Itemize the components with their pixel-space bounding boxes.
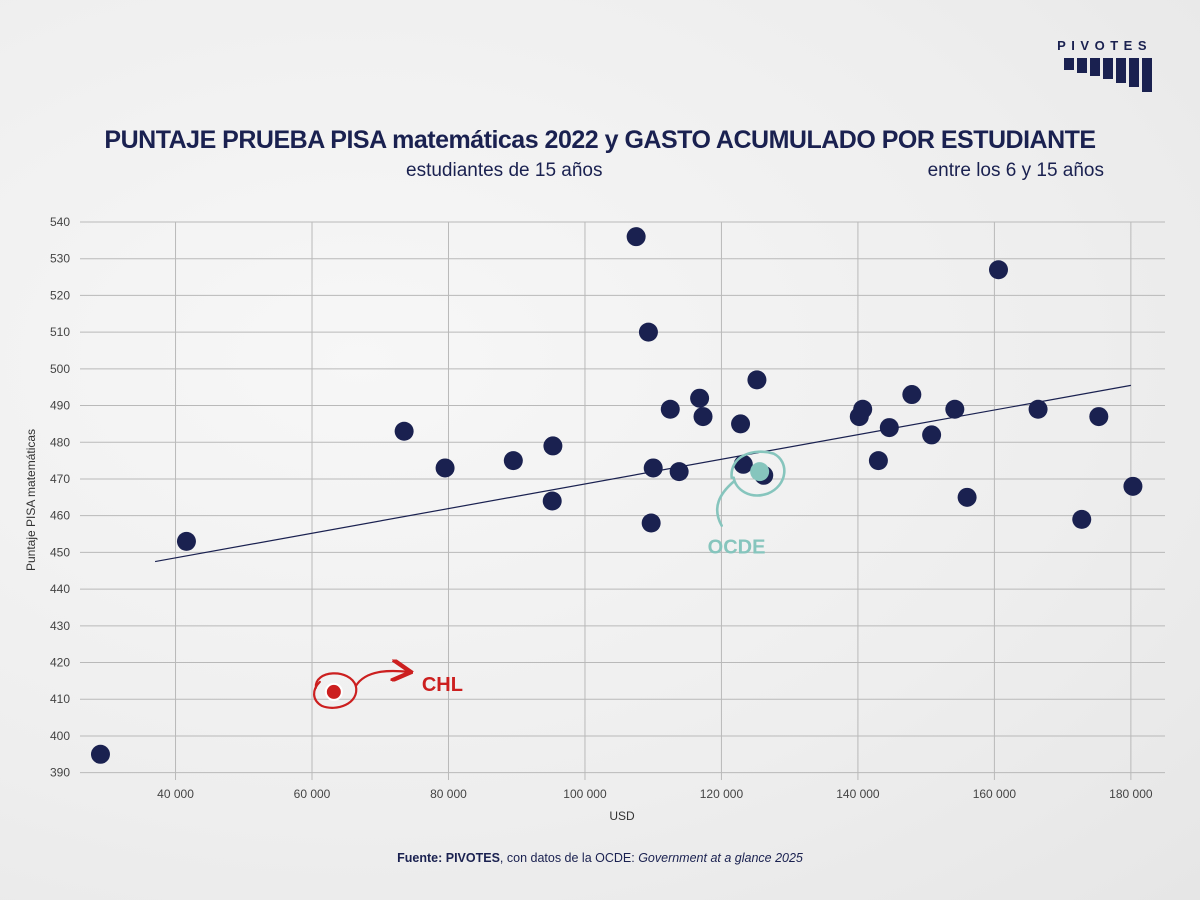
x-tick-label: 40 000 bbox=[157, 787, 194, 801]
source-brand: PIVOTES bbox=[445, 851, 500, 865]
data-point bbox=[690, 388, 710, 408]
y-tick-label: 430 bbox=[50, 619, 70, 633]
data-point bbox=[868, 451, 888, 471]
data-point bbox=[1072, 509, 1092, 529]
x-tick-label: 160 000 bbox=[973, 787, 1017, 801]
data-point bbox=[693, 407, 713, 427]
data-point bbox=[660, 399, 680, 419]
x-tick-label: 100 000 bbox=[563, 787, 607, 801]
source-label: Fuente: bbox=[397, 851, 443, 865]
data-point bbox=[731, 414, 751, 434]
source-note: Fuente: PIVOTES, con datos de la OCDE: G… bbox=[0, 851, 1200, 865]
y-tick-label: 390 bbox=[50, 766, 70, 780]
chart-title: PUNTAJE PRUEBA PISA matemáticas 2022 y G… bbox=[104, 126, 1096, 154]
ocde-circle-annotation bbox=[730, 450, 786, 497]
grid bbox=[80, 221, 1165, 780]
chl-circle-annotation bbox=[313, 672, 358, 709]
trendline-segment bbox=[154, 384, 1131, 563]
y-tick-label: 450 bbox=[50, 545, 70, 559]
trendline bbox=[154, 384, 1131, 563]
ocde-label: OCDE bbox=[708, 537, 766, 559]
data-point bbox=[902, 385, 922, 405]
data-point bbox=[1028, 399, 1048, 419]
data-point bbox=[638, 322, 658, 342]
data-point bbox=[945, 399, 965, 419]
y-tick-label: 400 bbox=[50, 729, 70, 743]
data-point bbox=[435, 458, 455, 478]
chl-point bbox=[324, 682, 343, 701]
data-point bbox=[626, 227, 646, 247]
subtitle-right: entre los 6 y 15 años bbox=[927, 160, 1104, 181]
y-tick-label: 410 bbox=[50, 692, 70, 706]
x-tick-label: 120 000 bbox=[700, 787, 744, 801]
data-point bbox=[503, 451, 523, 471]
data-point bbox=[1123, 476, 1143, 496]
ocde-point bbox=[750, 462, 770, 482]
data-point bbox=[879, 418, 899, 438]
chl-arrow bbox=[354, 671, 409, 687]
x-axis-label: USD bbox=[609, 809, 635, 823]
y-tick-label: 510 bbox=[50, 325, 70, 339]
pivotes-logo: PIVOTES bbox=[1048, 38, 1152, 92]
source-publication: Government at a glance 2025 bbox=[638, 851, 803, 865]
y-tick-label: 490 bbox=[50, 399, 70, 413]
data-point bbox=[988, 260, 1008, 280]
data-point bbox=[922, 425, 942, 445]
ocde-connector bbox=[716, 480, 735, 527]
data-point bbox=[733, 454, 753, 474]
source-text: , con datos de la OCDE: bbox=[499, 851, 639, 865]
y-tick-label: 440 bbox=[50, 582, 70, 596]
x-tick-label: 80 000 bbox=[430, 787, 467, 801]
data-point bbox=[853, 399, 873, 419]
data-point bbox=[176, 531, 196, 551]
data-point bbox=[1089, 407, 1109, 427]
axis-ticks: 390 400 410 420 430 440 450 460 470 480 490 500 510 5… bbox=[50, 215, 1153, 801]
y-tick-label: 530 bbox=[50, 252, 70, 266]
data-point bbox=[957, 487, 977, 507]
x-tick-label: 180 000 bbox=[1109, 787, 1153, 801]
data-point bbox=[394, 421, 414, 441]
y-tick-label: 520 bbox=[50, 288, 70, 302]
y-tick-label: 540 bbox=[50, 215, 70, 229]
data-point bbox=[641, 513, 661, 533]
y-axis-label: Puntaje PISA matemáticas bbox=[24, 429, 38, 571]
logo-bars-icon bbox=[1048, 58, 1152, 92]
data-point bbox=[669, 462, 689, 482]
data-point bbox=[90, 744, 110, 764]
data-point bbox=[542, 491, 562, 511]
data-point bbox=[543, 436, 563, 456]
data-points bbox=[90, 227, 1143, 764]
subtitle-left: estudiantes de 15 años bbox=[406, 160, 603, 181]
highlights: CHL OCDE bbox=[313, 450, 786, 709]
logo-text: PIVOTES bbox=[1057, 38, 1152, 53]
y-tick-label: 460 bbox=[50, 509, 70, 523]
y-tick-label: 500 bbox=[50, 362, 70, 376]
y-tick-label: 480 bbox=[50, 435, 70, 449]
x-tick-label: 60 000 bbox=[294, 787, 331, 801]
chl-label: CHL bbox=[422, 674, 463, 696]
y-tick-label: 470 bbox=[50, 472, 70, 486]
x-tick-label: 140 000 bbox=[836, 787, 880, 801]
data-point bbox=[747, 370, 767, 390]
y-tick-label: 420 bbox=[50, 656, 70, 670]
data-point bbox=[643, 458, 663, 478]
